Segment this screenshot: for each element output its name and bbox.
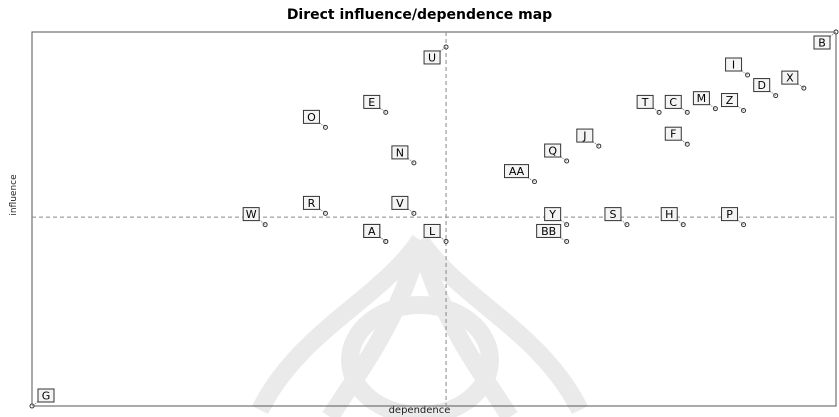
- point-label-box: [725, 57, 743, 72]
- point-label: F: [670, 128, 676, 141]
- point-label: P: [726, 208, 733, 221]
- point-label-box: [363, 223, 381, 238]
- point-label-box: [37, 388, 55, 403]
- point-label-box: [781, 70, 799, 85]
- point-label: U: [428, 51, 436, 64]
- point-q: Q: [544, 143, 570, 164]
- point-label: W: [246, 208, 257, 221]
- point-g: G: [29, 388, 55, 409]
- point-p: P: [721, 207, 747, 228]
- point-label: D: [757, 79, 765, 92]
- point-s: S: [604, 207, 630, 228]
- point-label-box: [692, 91, 710, 106]
- point-bb: BB: [536, 223, 570, 244]
- point-v: V: [391, 195, 417, 216]
- x-axis-label: dependence: [388, 405, 451, 416]
- point-label-box: [664, 94, 682, 109]
- point-label: X: [786, 72, 794, 85]
- point-w: W: [242, 207, 268, 228]
- point-label-box: [721, 93, 739, 108]
- point-h: H: [660, 207, 686, 228]
- point-label-box: [363, 94, 381, 109]
- point-label-box: [242, 207, 260, 222]
- point-label-box: [391, 195, 409, 210]
- point-e: E: [363, 94, 389, 115]
- point-u: U: [423, 44, 449, 65]
- point-label: O: [307, 111, 316, 124]
- point-label: E: [368, 96, 375, 109]
- point-label-box: [813, 35, 831, 50]
- point-label-box: [721, 207, 739, 222]
- point-label: C: [669, 96, 677, 109]
- point-y: Y: [544, 207, 570, 228]
- point-label-box: [423, 223, 441, 238]
- point-label: B: [818, 37, 826, 50]
- point-label: Y: [548, 208, 556, 221]
- point-label-box: [423, 50, 441, 65]
- point-label: Z: [726, 94, 734, 107]
- point-label-box: [504, 164, 529, 179]
- point-m: M: [692, 91, 718, 112]
- point-b: B: [813, 29, 839, 50]
- plot-frame: [31, 31, 837, 407]
- point-n: N: [391, 145, 417, 166]
- point-label-box: [636, 94, 654, 109]
- point-label: N: [396, 146, 404, 159]
- point-label: A: [368, 225, 376, 238]
- point-label-box: [660, 207, 678, 222]
- point-label: J: [582, 130, 586, 143]
- point-label: BB: [541, 225, 556, 238]
- point-c: C: [664, 94, 690, 115]
- point-label: V: [396, 197, 404, 210]
- point-d: D: [753, 78, 779, 99]
- point-label: Q: [548, 145, 557, 158]
- y-axis-label: influence: [9, 174, 19, 216]
- point-z: Z: [721, 93, 747, 114]
- point-label-box: [753, 78, 771, 93]
- point-f: F: [664, 126, 690, 147]
- point-label: I: [732, 59, 735, 72]
- point-label: AA: [509, 165, 525, 178]
- point-label-box: [576, 128, 594, 143]
- background-watermark: [251, 234, 589, 417]
- point-label-box: [604, 207, 622, 222]
- point-j: J: [576, 128, 602, 149]
- point-aa: AA: [504, 164, 537, 185]
- point-label: T: [641, 96, 649, 109]
- point-label: L: [429, 225, 436, 238]
- point-label: M: [697, 92, 707, 105]
- point-label-box: [664, 126, 682, 141]
- point-i: I: [725, 57, 751, 78]
- chart-title: Direct influence/dependence map: [286, 7, 553, 23]
- point-label: R: [308, 197, 316, 210]
- point-l: L: [423, 223, 449, 244]
- point-marker: [833, 29, 839, 35]
- point-t: T: [636, 94, 662, 115]
- point-label: S: [609, 208, 616, 221]
- point-label: H: [665, 208, 673, 221]
- point-label-box: [544, 143, 562, 158]
- point-label-box: [544, 207, 562, 222]
- point-r: R: [302, 195, 328, 216]
- point-label-box: [536, 223, 562, 238]
- point-label-box: [302, 195, 320, 210]
- point-label: G: [42, 390, 51, 403]
- point-label-box: [391, 145, 409, 160]
- point-label-box: [302, 109, 320, 124]
- point-x: X: [781, 70, 807, 91]
- point-a: A: [363, 223, 389, 244]
- point-o: O: [302, 109, 328, 130]
